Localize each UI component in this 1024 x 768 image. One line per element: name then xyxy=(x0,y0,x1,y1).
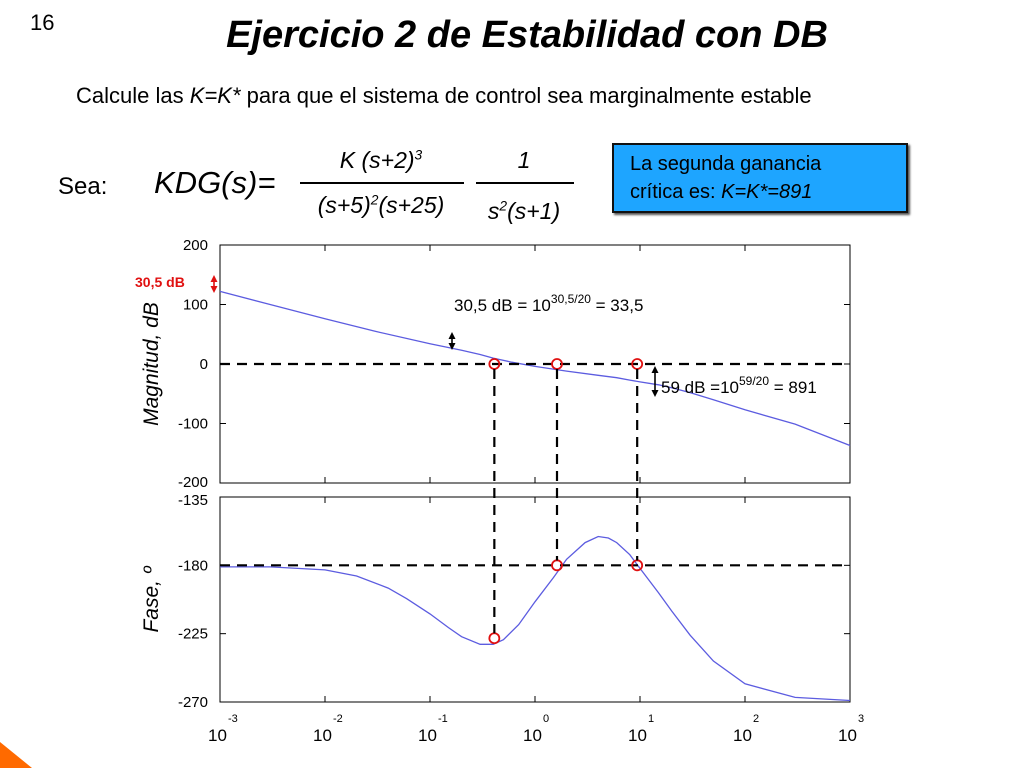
frac2-den-a: s xyxy=(487,198,500,224)
fraction2-denominator: s2(s+1) xyxy=(476,198,572,225)
slide-title-text: Ejercicio 2 de Estabilidad con DB xyxy=(226,14,828,56)
equation-1: 30,5 dB = 1030,5/20 = 33,5 xyxy=(454,292,643,315)
slide-number: 16 xyxy=(30,10,55,35)
xtick-label-exponent: 3 xyxy=(858,713,864,725)
critical-gain-callout: La segunda ganancia crítica es: K=K*=891 xyxy=(612,143,908,213)
frac1-den-b: (s+25) xyxy=(378,192,445,218)
frac2-den-a-exp: 2 xyxy=(499,198,508,214)
xtick-label-exponent: -1 xyxy=(438,713,448,725)
xtick-label-exponent: -2 xyxy=(333,713,343,725)
xtick-label: 10 xyxy=(628,726,647,745)
problem-statement: Calcule las K=K* para que el sistema de … xyxy=(76,80,956,112)
ytick-label: -135 xyxy=(178,492,208,509)
xtick-label: 10 xyxy=(418,726,437,745)
xtick-label-exponent: -3 xyxy=(228,713,238,725)
kdg-label: KDG(s)= xyxy=(154,165,276,200)
xtick-label: 10 xyxy=(208,726,227,745)
xtick-label: 10 xyxy=(838,726,857,745)
red-db-arrow-head xyxy=(210,275,218,282)
fraction1-numerator: K (s+2)3 xyxy=(300,147,462,174)
frac2-den-b: (s+1) xyxy=(507,198,561,224)
margin-arrow-1-head xyxy=(448,343,456,350)
sea-label: Sea: xyxy=(58,173,108,200)
callout-line2: crítica es: K=K*=891 xyxy=(630,178,890,206)
frac1-num-base: K (s+2) xyxy=(339,147,415,173)
fraction1-denominator: (s+5)2(s+25) xyxy=(296,192,466,219)
y-axis-label: Fase, º xyxy=(140,565,163,632)
xtick-label: 10 xyxy=(313,726,332,745)
ytick-label: -225 xyxy=(178,626,208,643)
margin-arrow-2-head xyxy=(651,366,659,373)
ytick-label: -200 xyxy=(178,474,208,491)
frac1-den-a: (s+5) xyxy=(317,192,371,218)
xtick-label-exponent: 1 xyxy=(648,713,654,725)
xtick-label: 10 xyxy=(523,726,542,745)
plot-frame xyxy=(219,496,851,703)
fraction1-bar xyxy=(300,182,464,184)
ytick-label: 200 xyxy=(183,237,208,254)
ytick-label: -270 xyxy=(178,694,208,711)
corner-triangle xyxy=(0,742,32,768)
equation-2: 59 dB =1059/20 = 891 xyxy=(661,374,817,397)
callout-line1: La segunda ganancia xyxy=(630,153,822,175)
statement-post: para que el sistema de control sea margi… xyxy=(240,83,812,108)
ytick-label: 100 xyxy=(183,297,208,314)
callout-line2-pre: crítica es: xyxy=(630,181,722,203)
statement-k: K=K* xyxy=(189,83,241,108)
series-line xyxy=(220,535,851,702)
red-db-label: 30,5 dB xyxy=(135,274,185,290)
xtick-label-exponent: 2 xyxy=(753,713,759,725)
statement-pre: Calcule las xyxy=(76,83,190,108)
margin-arrow-2-head xyxy=(651,390,659,397)
margin-arrow-1-head xyxy=(448,332,456,339)
y-axis-label: Magnitud, dB xyxy=(140,302,163,426)
crossover-marker xyxy=(488,632,501,645)
plot-annotations: 30,5 dB 30,5 dB = 1030,5/20 = 33,5 59 dB =… xyxy=(135,274,817,634)
xtick-label: 10 xyxy=(733,726,752,745)
ytick-label: 0 xyxy=(200,356,208,373)
xtick-label-exponent: 0 xyxy=(543,713,549,725)
ytick-label: -100 xyxy=(178,416,208,433)
magnitude-plot: 200 100 0 -100 -200 Magnitud, dB xyxy=(140,237,851,491)
callout-line2-k: K=K*=891 xyxy=(721,181,813,203)
ytick-label: -180 xyxy=(178,557,208,574)
frac1-den-a-exp: 2 xyxy=(370,192,379,208)
red-db-arrow-head xyxy=(210,286,218,293)
series-line xyxy=(219,290,851,447)
frac1-num-exp: 3 xyxy=(414,147,423,163)
slide-title: Ejercicio 2 de Estabilidad con DB xyxy=(0,14,1024,57)
fraction2-bar xyxy=(476,182,574,184)
fraction2-numerator: 1 xyxy=(517,147,531,173)
corner-decoration xyxy=(0,742,32,768)
